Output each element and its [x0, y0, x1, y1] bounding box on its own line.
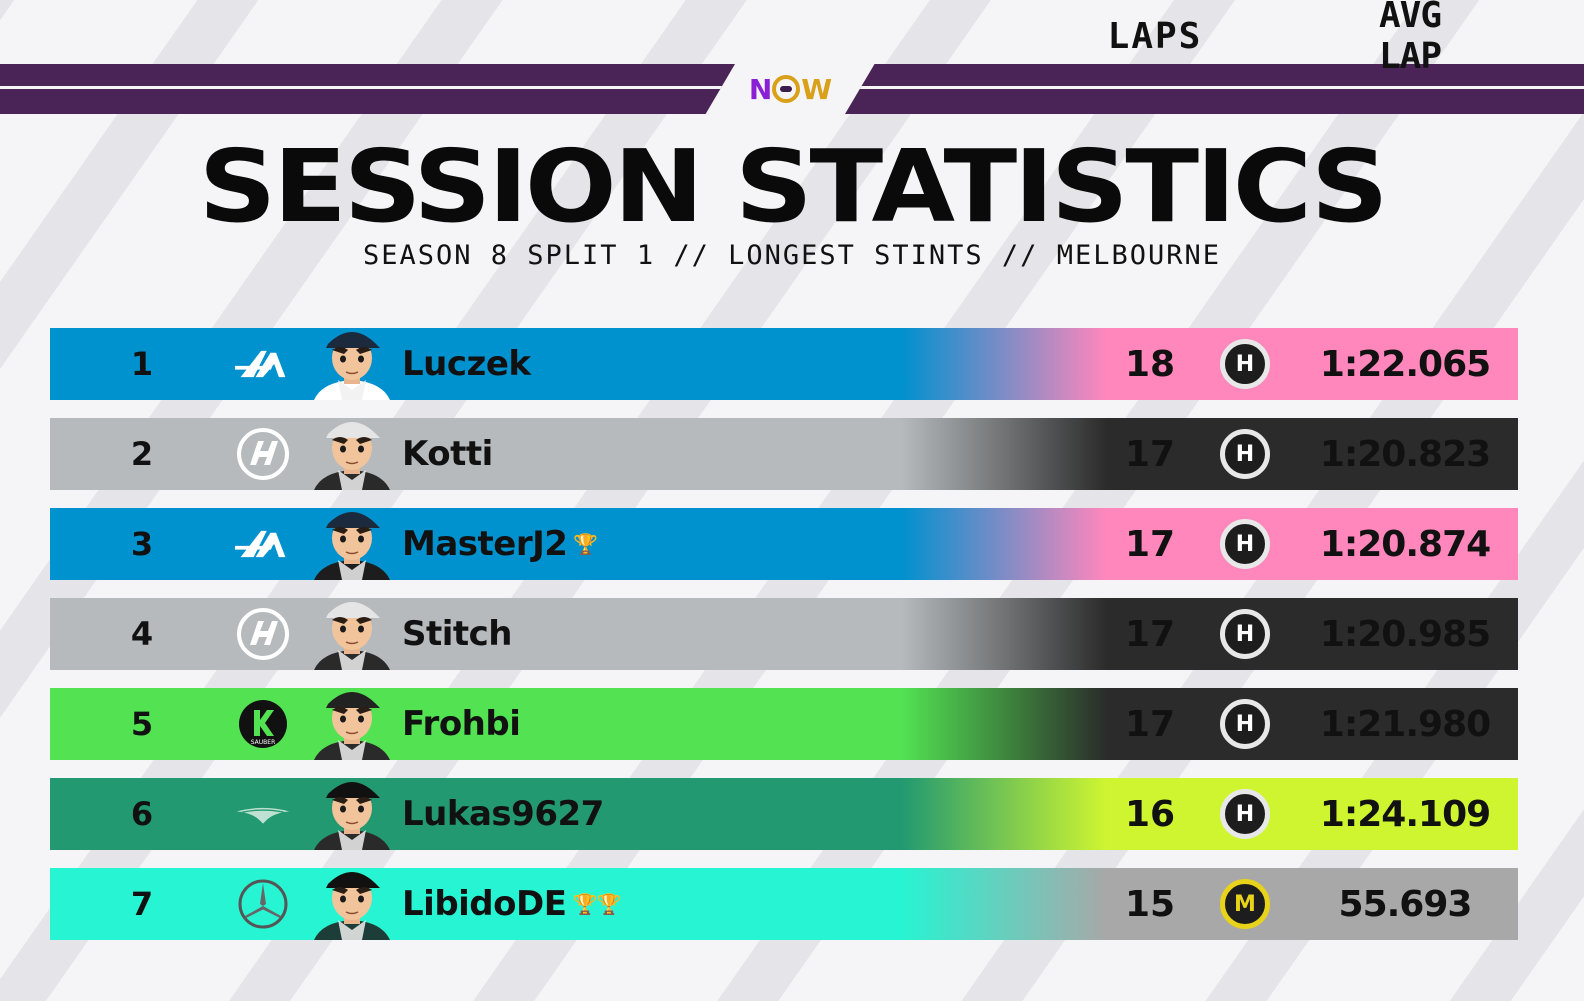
driver-avatar: [300, 328, 404, 400]
sauber-team-logo-icon: SAUBER: [235, 700, 291, 748]
laps-value: 17: [1124, 703, 1176, 745]
avg-lap-value: 1:20.874: [1319, 523, 1491, 565]
position-number: 2: [130, 435, 154, 473]
brand-logo: N W: [735, 68, 845, 110]
laps-value: 17: [1124, 433, 1176, 475]
position-number: 5: [130, 705, 154, 743]
driver-name: Kotti: [402, 418, 499, 490]
mercedes-team-logo-icon: [235, 879, 291, 929]
driver-avatar: [300, 598, 404, 670]
trophy-icon: 🏆🏆: [572, 892, 622, 916]
laps-value: 15: [1124, 883, 1176, 925]
driver-name-text: Stitch: [402, 614, 513, 654]
driver-avatar: [300, 688, 404, 760]
tyre-compound-icon: H: [1220, 519, 1270, 569]
driver-name-text: LibidoDE: [402, 884, 567, 924]
aston-team-logo-icon: [235, 790, 291, 838]
trophy-icon: 🏆: [573, 532, 598, 556]
alpine-team-logo-icon: [235, 340, 291, 388]
logo-ring-icon: [772, 75, 801, 103]
alpine-team-logo-icon: [235, 520, 291, 568]
driver-avatar: [300, 418, 404, 490]
tyre-compound-icon: H: [1220, 609, 1270, 659]
table-row: 7 LibidoDE 🏆🏆 15 M 55.693: [50, 868, 1518, 940]
table-row: 5 SAUBER Frohbi 17 H 1:21.980: [50, 688, 1518, 760]
position-number: 3: [130, 525, 154, 563]
avg-lap-value: 1:20.985: [1319, 613, 1491, 655]
page-title: SESSION STATISTICS: [198, 128, 1389, 245]
avg-lap-value: 55.693: [1338, 883, 1473, 925]
driver-name: Stitch: [402, 598, 518, 670]
tyre-compound-icon: M: [1220, 879, 1270, 929]
laps-value: 18: [1124, 343, 1176, 385]
driver-avatar: [300, 868, 404, 940]
tyre-compound-icon: H: [1220, 339, 1270, 389]
table-row: 2 Kotti 17 H 1:20.823: [50, 418, 1518, 490]
logo-letter-w: W: [801, 72, 832, 106]
table-row: 4 Stitch 17 H 1:20.985: [50, 598, 1518, 670]
tyre-compound-icon: H: [1220, 699, 1270, 749]
svg-text:SAUBER: SAUBER: [251, 739, 276, 746]
table-row: 3 MasterJ2 🏆 17 H 1:20.874: [50, 508, 1518, 580]
avg-lap-value: 1:24.109: [1319, 793, 1491, 835]
logo-letter-n: N: [748, 72, 772, 106]
avg-lap-value: 1:20.823: [1319, 433, 1491, 475]
driver-name: LibidoDE 🏆🏆: [402, 868, 622, 940]
position-number: 7: [130, 885, 154, 923]
column-header-laps: LAPS: [1107, 15, 1203, 57]
driver-name: MasterJ2 🏆: [402, 508, 598, 580]
driver-avatar: [300, 778, 404, 850]
avg-lap-value: 1:21.980: [1319, 703, 1491, 745]
avg-lap-value: 1:22.065: [1319, 343, 1491, 385]
standings-table: 1 Luczek 18 H 1:22.065 2: [50, 328, 1518, 958]
table-row: 1 Luczek 18 H 1:22.065: [50, 328, 1518, 400]
driver-name: Frohbi: [402, 688, 526, 760]
haas-team-logo-icon: [235, 428, 291, 480]
driver-name-text: Frohbi: [402, 704, 521, 744]
driver-avatar: [300, 508, 404, 580]
laps-value: 17: [1124, 613, 1176, 655]
driver-name-text: MasterJ2: [402, 524, 568, 564]
header-bar-left: [0, 64, 735, 114]
laps-value: 16: [1124, 793, 1176, 835]
driver-name-text: Lukas9627: [402, 794, 604, 834]
position-number: 4: [130, 615, 154, 653]
tyre-compound-icon: H: [1220, 429, 1270, 479]
table-row: 6 Lukas9627 16 H 1:24.109: [50, 778, 1518, 850]
driver-name: Lukas9627: [402, 778, 610, 850]
driver-name-text: Luczek: [402, 344, 531, 384]
position-number: 6: [130, 795, 154, 833]
header-bar-right: [845, 64, 1584, 114]
page-subtitle: SEASON 8 SPLIT 1 // LONGEST STINTS // ME…: [362, 240, 1221, 271]
haas-team-logo-icon: [235, 608, 291, 660]
tyre-compound-icon: H: [1220, 789, 1270, 839]
position-number: 1: [130, 345, 154, 383]
driver-name: Luczek: [402, 328, 536, 400]
laps-value: 17: [1124, 523, 1176, 565]
column-header-avg-lap: AVG LAP: [1378, 0, 1442, 77]
driver-name-text: Kotti: [402, 434, 493, 474]
